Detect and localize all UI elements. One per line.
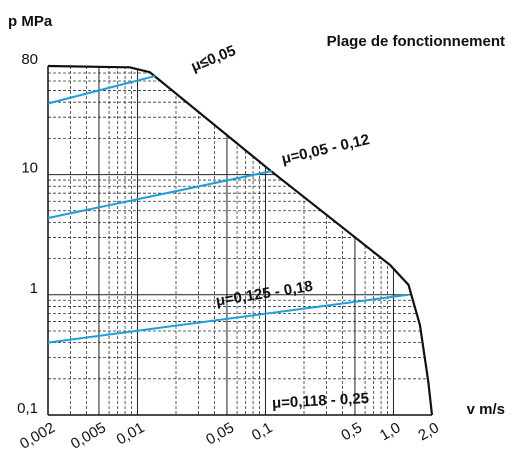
x-tick-label: 1,0 — [377, 419, 404, 444]
y-tick-label: 1 — [30, 280, 38, 297]
x-tick-label: 0,5 — [338, 419, 365, 444]
y-tick-label: 0,1 — [17, 400, 38, 417]
chart-title: Plage de fonctionnement — [327, 33, 505, 50]
x-tick-label: 0,01 — [114, 419, 148, 448]
y-tick-label: 80 — [21, 51, 38, 68]
x-tick-label: 2,0 — [415, 419, 442, 444]
x-tick-label: 0,002 — [17, 419, 58, 452]
friction-line — [47, 293, 409, 344]
grid — [48, 66, 432, 415]
annotation: μ=0,118 - 0,25 — [272, 390, 370, 412]
annotation: μ≤0,05 — [189, 42, 239, 75]
x-tick-label: 0,005 — [68, 419, 109, 452]
x-tick-label: 0,05 — [203, 419, 237, 448]
annotation: μ=0,05 - 0,12 — [280, 131, 371, 168]
y-tick-label: 10 — [21, 160, 38, 177]
x-tick-label: 0,1 — [249, 419, 276, 444]
friction-line — [47, 170, 272, 220]
friction-line — [47, 75, 156, 105]
x-axis-label: v m/s — [467, 401, 505, 418]
boundary-line — [47, 64, 434, 416]
y-axis-label: p MPa — [8, 13, 53, 30]
annotation: μ=0,125 - 0,18 — [215, 278, 314, 310]
